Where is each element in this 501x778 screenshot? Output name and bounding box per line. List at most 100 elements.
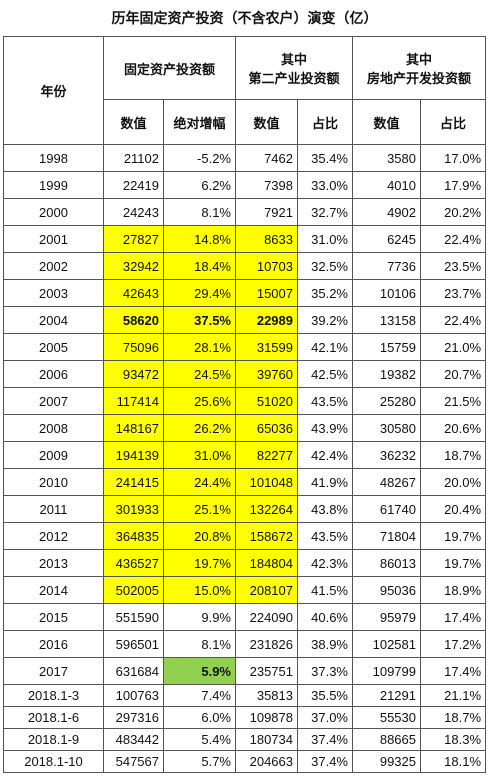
value-cell: 4902 (352, 198, 421, 226)
table-row: 2003 42643 29.4% 15007 35.2% 10106 23.7% (3, 279, 487, 307)
table-row: 2018.1-10 547567 5.7% 204663 37.4% 99325 18.1% (3, 750, 487, 773)
value-cell: 6.2% (163, 171, 236, 199)
value-cell: 436527 (103, 549, 164, 577)
value-cell: 117414 (103, 387, 164, 415)
year-cell: 2011 (3, 495, 104, 523)
year-cell: 1999 (3, 171, 104, 199)
value-cell: 20.4% (419, 495, 487, 523)
value-cell: 3580 (352, 144, 421, 172)
value-cell: 100763 (103, 684, 164, 707)
value-cell: 42643 (103, 279, 164, 307)
sub-header: 数值 (103, 99, 164, 145)
value-cell: 17.9% (419, 171, 487, 199)
table-row: 2000 24243 8.1% 7921 32.7% 4902 20.2% (3, 198, 487, 226)
value-cell: 184804 (235, 549, 298, 577)
year-cell: 2007 (3, 387, 104, 415)
year-cell: 2017 (3, 657, 104, 685)
table-row: 2001 27827 14.8% 8633 31.0% 6245 22.4% (3, 225, 487, 253)
value-cell: 20.2% (419, 198, 487, 226)
value-cell: 95979 (352, 603, 421, 631)
value-cell: 35813 (235, 684, 298, 707)
value-cell: 42.1% (297, 333, 353, 361)
value-cell: 17.0% (419, 144, 487, 172)
value-cell: 17.2% (419, 630, 487, 658)
value-cell: 41.9% (297, 468, 353, 496)
value-cell: 37.5% (163, 306, 236, 334)
value-cell: 224090 (235, 603, 298, 631)
value-cell: 20.8% (163, 522, 236, 550)
value-cell: 19.7% (419, 549, 487, 577)
value-cell: 88665 (352, 728, 421, 751)
value-cell: 30580 (352, 414, 421, 442)
value-cell: 35.5% (297, 684, 353, 707)
table-row: 2002 32942 18.4% 10703 32.5% 7736 23.5% (3, 252, 487, 280)
year-cell: 2008 (3, 414, 104, 442)
year-cell: 2018.1-10 (3, 750, 104, 773)
table-row: 2008 148167 26.2% 65036 43.9% 30580 20.6% (3, 414, 487, 442)
group-header: 其中 第二产业投资额 (235, 36, 353, 100)
year-cell: 2003 (3, 279, 104, 307)
value-cell: 58620 (103, 306, 164, 334)
year-cell: 2015 (3, 603, 104, 631)
group-header: 固定资产投资额 (103, 36, 236, 100)
group-header: 其中 房地产开发投资额 (351, 36, 487, 100)
year-cell: 2016 (3, 630, 104, 658)
investment-table: 历年固定资产投资（不含农户）演变（亿） 年份 固定资产投资额 其中 第二产业投资… (3, 0, 487, 773)
value-cell: 235751 (235, 657, 298, 685)
value-cell: 82277 (235, 441, 298, 469)
value-cell: 26.2% (163, 414, 236, 442)
value-cell: 31599 (235, 333, 298, 361)
value-cell: 109878 (235, 706, 298, 729)
value-cell: 65036 (235, 414, 298, 442)
value-cell: 551590 (103, 603, 164, 631)
table-row: 2011 301933 25.1% 132264 43.8% 61740 20.4% (3, 495, 487, 523)
value-cell: 33.0% (297, 171, 353, 199)
value-cell: 15759 (352, 333, 421, 361)
value-cell: 39.2% (297, 306, 353, 334)
table-row: 2006 93472 24.5% 39760 42.5% 19382 20.7% (3, 360, 487, 388)
value-cell: 17.4% (419, 657, 487, 685)
value-cell: 231826 (235, 630, 298, 658)
value-cell: 10703 (235, 252, 298, 280)
value-cell: 41.5% (297, 576, 353, 604)
value-cell: 20.7% (419, 360, 487, 388)
value-cell: 35.4% (297, 144, 353, 172)
value-cell: 8.1% (163, 198, 236, 226)
value-cell: 18.3% (419, 728, 487, 751)
value-cell: 61740 (352, 495, 421, 523)
year-cell: 2018.1-3 (3, 684, 104, 707)
value-cell: 31.0% (297, 225, 353, 253)
sub-header: 占比 (419, 99, 487, 145)
value-cell: 51020 (235, 387, 298, 415)
value-cell: 5.4% (163, 728, 236, 751)
year-cell: 2001 (3, 225, 104, 253)
year-cell: 2018.1-9 (3, 728, 104, 751)
table-row: 2018.1-3 100763 7.4% 35813 35.5% 21291 21.1% (3, 684, 487, 707)
value-cell: 40.6% (297, 603, 353, 631)
value-cell: 29.4% (163, 279, 236, 307)
value-cell: 6245 (352, 225, 421, 253)
table-row: 2015 551590 9.9% 224090 40.6% 95979 17.4% (3, 603, 487, 631)
table-row: 2010 241415 24.4% 101048 41.9% 48267 20.0% (3, 468, 487, 496)
value-cell: 24.5% (163, 360, 236, 388)
value-cell: 20.6% (419, 414, 487, 442)
value-cell: 5.7% (163, 750, 236, 773)
table-title: 历年固定资产投资（不含农户）演变（亿） (3, 0, 486, 37)
sub-header: 占比 (297, 99, 353, 145)
value-cell: 39760 (235, 360, 298, 388)
sub-header: 数值 (352, 99, 421, 145)
value-cell: 31.0% (163, 441, 236, 469)
value-cell: 35.2% (297, 279, 353, 307)
table-row: 2017 631684 5.9% 235751 37.3% 109799 17.4% (3, 657, 487, 685)
year-cell: 2012 (3, 522, 104, 550)
value-cell: 21291 (352, 684, 421, 707)
value-cell: 13158 (352, 306, 421, 334)
year-cell: 2006 (3, 360, 104, 388)
value-cell: 86013 (352, 549, 421, 577)
value-cell: 25.6% (163, 387, 236, 415)
value-cell: 75096 (103, 333, 164, 361)
value-cell: 132264 (235, 495, 298, 523)
value-cell: 18.9% (419, 576, 487, 604)
value-cell: 6.0% (163, 706, 236, 729)
year-cell: 2014 (3, 576, 104, 604)
